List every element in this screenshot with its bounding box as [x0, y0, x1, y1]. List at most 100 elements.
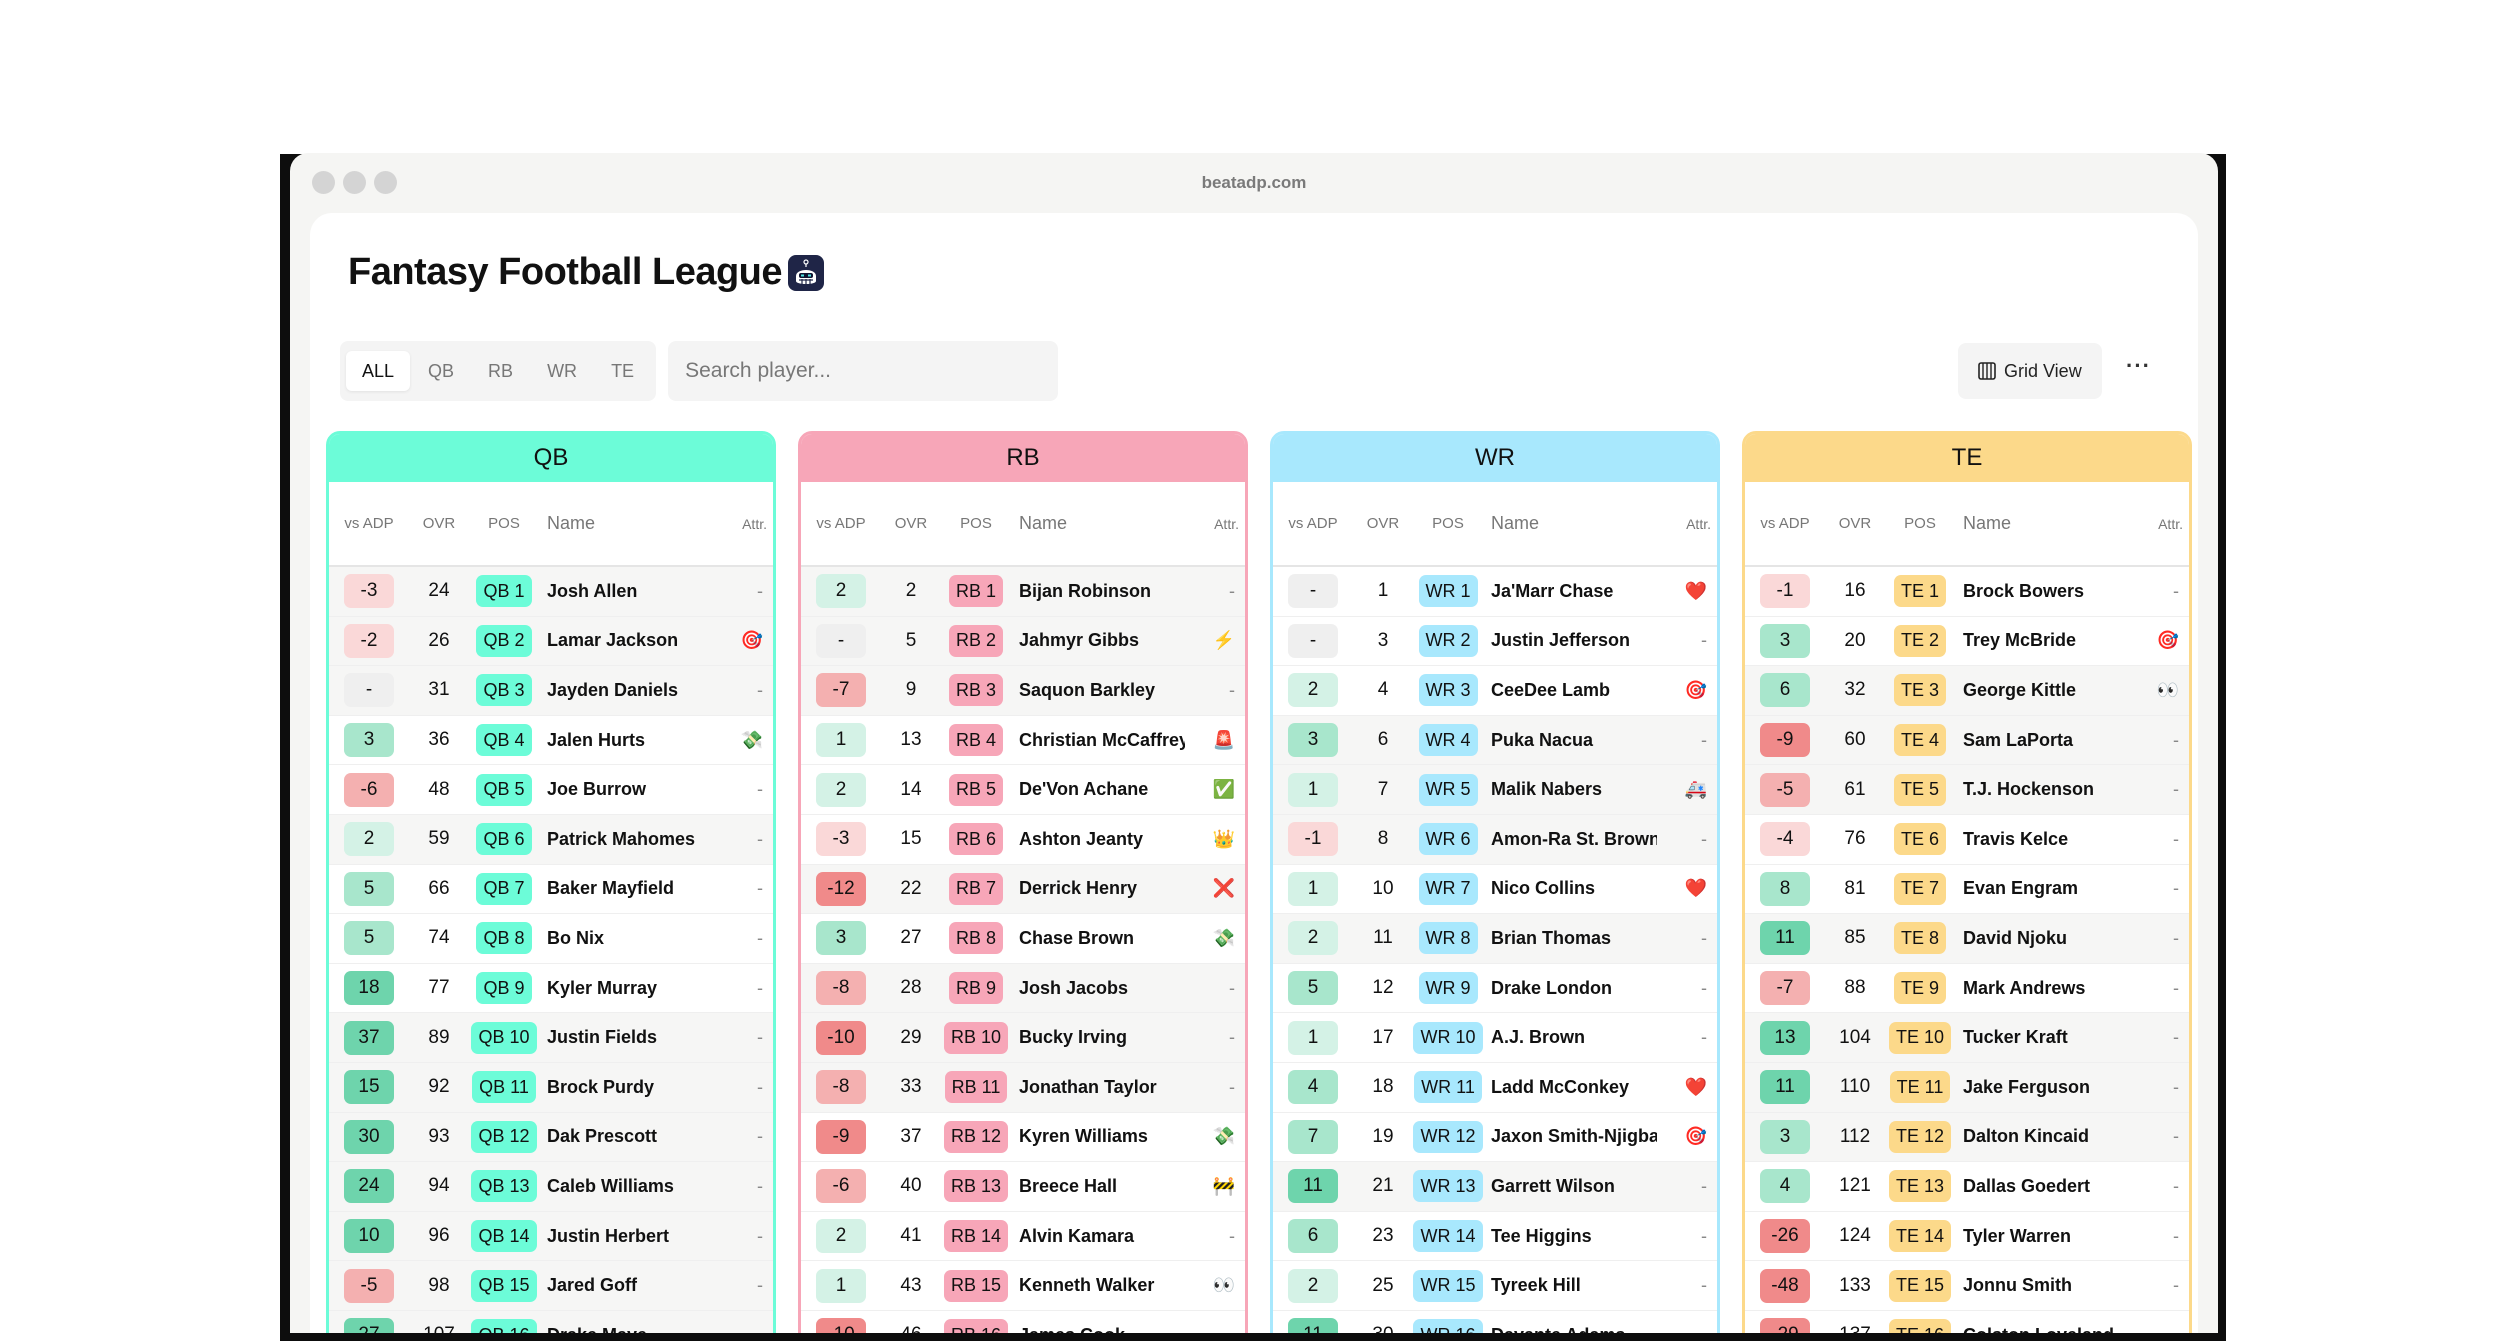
player-name[interactable]: Dallas Goedert — [1963, 1175, 2091, 1196]
player-name[interactable]: George Kittle — [1963, 679, 2077, 700]
player-name[interactable]: Jonathan Taylor — [1019, 1076, 1157, 1097]
player-row[interactable]: -3 24 QB 1 Josh Allen - — [329, 567, 773, 617]
player-name[interactable]: Jahmyr Gibbs — [1019, 630, 1140, 651]
player-name[interactable]: Derrick Henry — [1019, 878, 1138, 899]
header-attr[interactable]: Attr. — [1214, 515, 1239, 532]
header-ovr[interactable]: OVR — [894, 515, 928, 532]
player-row[interactable]: 1 13 RB 4 Christian McCaffrey 🚨 — [801, 716, 1245, 766]
player-row[interactable]: 3 6 WR 4 Puka Nacua - — [1273, 715, 1717, 766]
header-attr[interactable]: Attr. — [1686, 515, 1711, 532]
player-name[interactable]: Breece Hall — [1019, 1175, 1118, 1196]
player-name[interactable]: Baker Mayfield — [547, 878, 675, 899]
player-row[interactable]: 2 4 WR 3 CeeDee Lamb 🎯 — [1273, 666, 1717, 716]
header-vs-adp[interactable]: vs ADP — [1760, 515, 1810, 532]
player-name[interactable]: Tyreek Hill — [1491, 1275, 1581, 1296]
player-row[interactable]: -6 40 RB 13 Breece Hall 🚧 — [801, 1162, 1245, 1212]
player-name[interactable]: Bo Nix — [547, 927, 605, 948]
header-ovr[interactable]: OVR — [1366, 515, 1400, 532]
header-ovr[interactable]: OVR — [1838, 515, 1872, 532]
player-row[interactable]: -9 37 RB 12 Kyren Williams 💸 — [801, 1113, 1245, 1163]
filter-tab-qb[interactable]: QB — [428, 360, 455, 381]
player-row[interactable]: -8 33 RB 11 Jonathan Taylor - — [801, 1062, 1245, 1113]
player-row[interactable]: -1 16 TE 1 Brock Bowers - — [1745, 567, 2189, 617]
player-name[interactable]: Kyren Williams — [1019, 1126, 1148, 1147]
player-name[interactable]: Justin Herbert — [547, 1225, 670, 1246]
player-row[interactable]: -12 22 RB 7 Derrick Henry ❌ — [801, 864, 1245, 915]
player-name[interactable]: David Njoku — [1963, 927, 2068, 948]
player-name[interactable]: James Cook — [1011, 1325, 1185, 1333]
player-name[interactable]: Colston Loveland — [1955, 1325, 2129, 1333]
player-name[interactable]: Brian Thomas — [1491, 927, 1612, 948]
player-row[interactable]: - 5 RB 2 Jahmyr Gibbs ⚡ — [801, 616, 1245, 667]
player-name[interactable]: A.J. Brown — [1491, 1027, 1586, 1048]
player-name[interactable]: Jaxon Smith-Njigba — [1491, 1126, 1657, 1147]
player-row[interactable]: 11 110 TE 11 Jake Ferguson - — [1745, 1062, 2189, 1113]
player-row[interactable]: 11 30 WR 16 Davante Adams - — [1273, 1311, 1717, 1333]
player-name[interactable]: Mark Andrews — [1963, 977, 2086, 998]
header-vs-adp[interactable]: vs ADP — [344, 515, 394, 532]
player-row[interactable]: 1 17 WR 10 A.J. Brown - — [1273, 1013, 1717, 1063]
player-name[interactable]: Justin Fields — [547, 1027, 658, 1048]
player-row[interactable]: -6 48 QB 5 Joe Burrow - — [329, 765, 773, 815]
player-row[interactable]: 6 23 WR 14 Tee Higgins - — [1273, 1212, 1717, 1262]
player-row[interactable]: 13 104 TE 10 Tucker Kraft - — [1745, 1013, 2189, 1063]
player-name[interactable]: Tyler Warren — [1963, 1225, 2072, 1246]
player-row[interactable]: 30 93 QB 12 Dak Prescott - — [329, 1112, 773, 1163]
player-row[interactable]: -4 76 TE 6 Travis Kelce - — [1745, 815, 2189, 865]
header-pos[interactable]: POS — [960, 515, 992, 532]
player-name[interactable]: Jonnu Smith — [1963, 1275, 2072, 1296]
player-name[interactable]: Josh Allen — [547, 580, 638, 601]
player-row[interactable]: 3 36 QB 4 Jalen Hurts 💸 — [329, 716, 773, 766]
player-row[interactable]: -9 60 TE 4 Sam LaPorta - — [1745, 715, 2189, 766]
player-name[interactable]: Travis Kelce — [1963, 828, 2069, 849]
player-name[interactable]: Malik Nabers — [1491, 779, 1603, 800]
player-row[interactable]: 18 77 QB 9 Kyler Murray - — [329, 964, 773, 1014]
player-row[interactable]: 6 32 TE 3 George Kittle 👀 — [1745, 666, 2189, 716]
player-name[interactable]: Brock Bowers — [1963, 580, 2085, 601]
player-name[interactable]: Drake Maye — [539, 1325, 713, 1333]
header-vs-adp[interactable]: vs ADP — [816, 515, 866, 532]
player-row[interactable]: 24 94 QB 13 Caleb Williams - — [329, 1162, 773, 1212]
player-row[interactable]: 11 21 WR 13 Garrett Wilson - — [1273, 1162, 1717, 1212]
player-name[interactable]: Ladd McConkey — [1491, 1076, 1630, 1097]
player-name[interactable]: Trey McBride — [1963, 630, 2077, 651]
player-name[interactable]: Puka Nacua — [1491, 729, 1594, 750]
header-vs-adp[interactable]: vs ADP — [1288, 515, 1338, 532]
filter-tab-wr[interactable]: WR — [547, 360, 578, 381]
search-player-input[interactable] — [668, 341, 1059, 401]
player-name[interactable]: Kenneth Walker — [1019, 1275, 1155, 1296]
player-name[interactable]: Dalton Kincaid — [1963, 1126, 2090, 1147]
player-row[interactable]: 4 18 WR 11 Ladd McConkey ❤️ — [1273, 1063, 1717, 1113]
player-row[interactable]: 27 107 QB 16 Drake Maye - — [329, 1310, 773, 1333]
player-row[interactable]: 1 10 WR 7 Nico Collins ❤️ — [1273, 865, 1717, 915]
minimize-window-button[interactable] — [343, 171, 366, 194]
grid-view-button[interactable]: Grid View — [1958, 343, 2102, 399]
player-name[interactable]: Nico Collins — [1491, 878, 1596, 899]
player-row[interactable]: -7 88 TE 9 Mark Andrews - — [1745, 964, 2189, 1014]
player-row[interactable]: 2 14 RB 5 De'Von Achane ✅ — [801, 765, 1245, 815]
player-row[interactable]: 5 12 WR 9 Drake London - — [1273, 964, 1717, 1014]
close-window-button[interactable] — [312, 171, 335, 194]
player-row[interactable]: -1 8 WR 6 Amon-Ra St. Brown - — [1273, 814, 1717, 865]
player-name[interactable]: Patrick Mahomes — [547, 828, 696, 849]
player-name[interactable]: Justin Jefferson — [1491, 630, 1631, 651]
header-pos[interactable]: POS — [488, 515, 520, 532]
player-row[interactable]: - 1 WR 1 Ja'Marr Chase ❤️ — [1273, 567, 1717, 617]
player-name[interactable]: Tucker Kraft — [1963, 1027, 2068, 1048]
player-row[interactable]: -29 137 TE 16 Colston Loveland - — [1745, 1311, 2189, 1333]
player-name[interactable]: Jared Goff — [547, 1275, 638, 1296]
player-name[interactable]: Bijan Robinson — [1019, 580, 1151, 601]
player-row[interactable]: -3 15 RB 6 Ashton Jeanty 👑 — [801, 815, 1245, 865]
player-row[interactable]: 2 2 RB 1 Bijan Robinson - — [801, 567, 1245, 617]
filter-tab-te[interactable]: TE — [611, 360, 635, 381]
maximize-window-button[interactable] — [374, 171, 397, 194]
player-row[interactable]: 10 96 QB 14 Justin Herbert - — [329, 1211, 773, 1262]
player-name[interactable]: Garrett Wilson — [1491, 1175, 1615, 1196]
player-name[interactable]: Evan Engram — [1963, 878, 2079, 899]
player-row[interactable]: 4 121 TE 13 Dallas Goedert - — [1745, 1162, 2189, 1212]
player-row[interactable]: -10 46 RB 16 James Cook - — [801, 1311, 1245, 1333]
player-name[interactable]: Brock Purdy — [547, 1076, 655, 1097]
player-name[interactable]: De'Von Achane — [1019, 779, 1149, 800]
header-name[interactable]: Name — [1491, 513, 1540, 533]
player-row[interactable]: -5 98 QB 15 Jared Goff - — [329, 1261, 773, 1311]
